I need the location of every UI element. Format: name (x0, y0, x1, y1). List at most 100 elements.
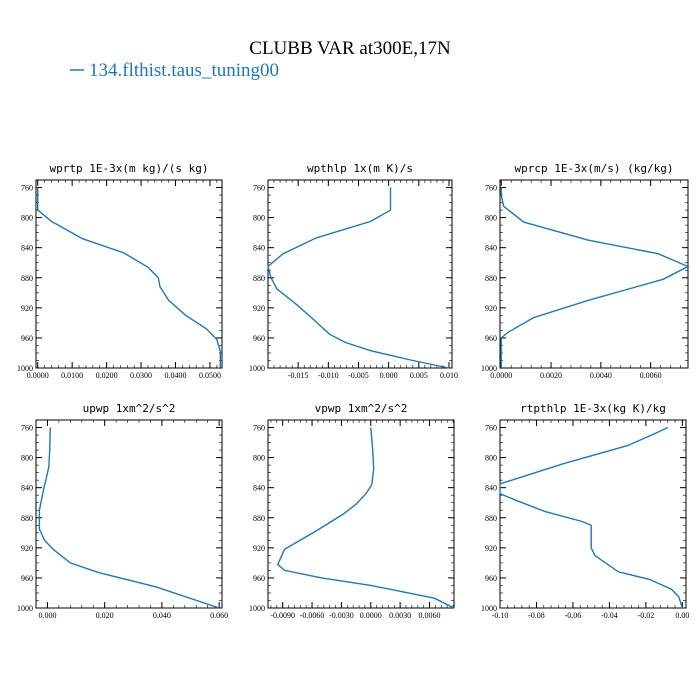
x-tick-label: 0.0400 (165, 371, 187, 380)
plot-frame (267, 419, 455, 609)
y-tick-label: 880 (21, 274, 33, 283)
y-tick-label: 960 (253, 334, 265, 343)
y-tick-label: 840 (21, 484, 33, 493)
series-line (499, 426, 684, 609)
y-tick-label: 760 (485, 424, 497, 433)
legend-label: 134.flthist.taus_tuning00 (89, 60, 279, 81)
x-tick-label: 0.000 (38, 611, 56, 620)
panel-title: wprcp 1E-3x(m/s) (kg/kg) (515, 162, 674, 175)
x-tick-label: 0.0040 (590, 371, 612, 380)
x-tick-label: 0.020 (96, 611, 114, 620)
x-tick-label: -0.06 (565, 611, 582, 620)
x-tick-label: -0.015 (288, 371, 309, 380)
legend: 134.flthist.taus_tuning00 (70, 60, 279, 81)
y-tick-label: 800 (253, 454, 265, 463)
y-tick-label: 800 (485, 214, 497, 223)
y-tick-label: 840 (253, 484, 265, 493)
y-tick-label: 1000 (249, 604, 265, 613)
y-tick-label: 800 (21, 454, 33, 463)
plot-frame (499, 179, 689, 369)
y-tick-label: 880 (485, 514, 497, 523)
y-tick-label: 800 (485, 454, 497, 463)
y-tick-label: 1000 (17, 604, 33, 613)
y-tick-label: 760 (485, 184, 497, 193)
y-tick-label: 1000 (481, 364, 497, 373)
x-tick-label: 0.00 (675, 611, 689, 620)
y-tick-label: 960 (253, 574, 265, 583)
x-tick-label: 0.0000 (490, 371, 512, 380)
y-tick-label: 920 (485, 304, 497, 313)
x-tick-label: 0.0000 (360, 611, 382, 620)
x-tick-label: -0.04 (601, 611, 618, 620)
x-tick-label: -0.010 (318, 371, 339, 380)
y-tick-label: 800 (21, 214, 33, 223)
x-tick-label: 0.0000 (27, 371, 49, 380)
x-tick-label: 0.0500 (199, 371, 221, 380)
x-tick-label: -0.02 (638, 611, 655, 620)
panel-5: vpwp 1xm^2/s^2 -0.0090 -0.0060 -0.0030 0.000… (249, 402, 455, 620)
x-tick-label: 0.0030 (389, 611, 411, 620)
y-tick-label: 920 (21, 544, 33, 553)
y-tick-label: 1000 (17, 364, 33, 373)
x-tick-label: -0.08 (528, 611, 545, 620)
figure-title: CLUBB VAR at300E,17N (249, 38, 451, 59)
series-line (267, 187, 450, 369)
y-tick-label: 760 (253, 424, 265, 433)
x-tick-label: 0.060 (210, 611, 228, 620)
plot-frame (499, 419, 687, 609)
x-tick-label: 0.0060 (419, 611, 441, 620)
y-tick-label: 840 (485, 484, 497, 493)
y-tick-label: 920 (485, 544, 497, 553)
x-tick-label: -0.10 (492, 611, 509, 620)
y-tick-label: 960 (21, 574, 33, 583)
y-tick-label: 880 (253, 274, 265, 283)
y-tick-label: 760 (21, 424, 33, 433)
y-tick-label: 880 (21, 514, 33, 523)
panel-title: wpthlp 1x(m K)/s (307, 162, 413, 175)
x-tick-label: 0.000 (380, 371, 398, 380)
plot-frame (35, 419, 223, 609)
x-tick-label: 0.005 (410, 371, 428, 380)
panel-title: wprtp 1E-3x(m kg)/(s kg) (50, 162, 209, 175)
y-tick-label: 840 (253, 244, 265, 253)
y-tick-label: 1000 (249, 364, 265, 373)
x-tick-label: 0.0060 (640, 371, 662, 380)
x-tick-label: -0.0030 (329, 611, 354, 620)
panel-1: wprtp 1E-3x(m kg)/(s kg) 0.0000 0.0100 0.02… (17, 162, 223, 380)
panel-title: rtpthlp 1E-3x(kg K)/kg (520, 402, 666, 415)
panel-3: wprcp 1E-3x(m/s) (kg/kg) 0.0000 0.0020 0.00… (481, 162, 690, 380)
panel-title: upwp 1xm^2/s^2 (83, 402, 176, 415)
y-tick-label: 920 (253, 544, 265, 553)
x-tick-label: 0.010 (440, 371, 458, 380)
plot-frame (35, 179, 223, 369)
y-tick-label: 880 (485, 274, 497, 283)
y-tick-label: 880 (253, 514, 265, 523)
y-tick-label: 920 (21, 304, 33, 313)
panel-2: wpthlp 1x(m K)/s -0.015 -0.010 -0.005 0.000 0… (249, 162, 458, 380)
series-line (276, 427, 455, 609)
panel-title: vpwp 1xm^2/s^2 (315, 402, 408, 415)
series-line (38, 427, 220, 609)
y-tick-label: 920 (253, 304, 265, 313)
x-tick-label: 0.0020 (540, 371, 562, 380)
x-tick-label: 0.0300 (130, 371, 152, 380)
panel-6: rtpthlp 1E-3x(kg K)/kg -0.10 -0.08 -0.06 -0.… (481, 402, 689, 620)
y-tick-label: 840 (21, 244, 33, 253)
panel-4: upwp 1xm^2/s^2 0.000 0.020 0.040 0.060 760 800… (17, 402, 228, 620)
x-tick-label: 0.040 (153, 611, 171, 620)
y-tick-label: 800 (253, 214, 265, 223)
y-tick-label: 840 (485, 244, 497, 253)
y-tick-label: 960 (21, 334, 33, 343)
x-tick-label: -0.0060 (300, 611, 325, 620)
x-tick-label: -0.005 (348, 371, 369, 380)
x-tick-label: -0.0090 (270, 611, 295, 620)
series-line (500, 187, 690, 368)
plot-frame (267, 179, 453, 369)
panels: wprtp 1E-3x(m kg)/(s kg) 0.0000 0.0100 0.02… (17, 162, 690, 620)
y-tick-label: 960 (485, 334, 497, 343)
series-line (37, 187, 222, 368)
y-tick-label: 1000 (481, 604, 497, 613)
x-tick-label: 0.0100 (61, 371, 83, 380)
x-tick-label: 0.0200 (96, 371, 118, 380)
